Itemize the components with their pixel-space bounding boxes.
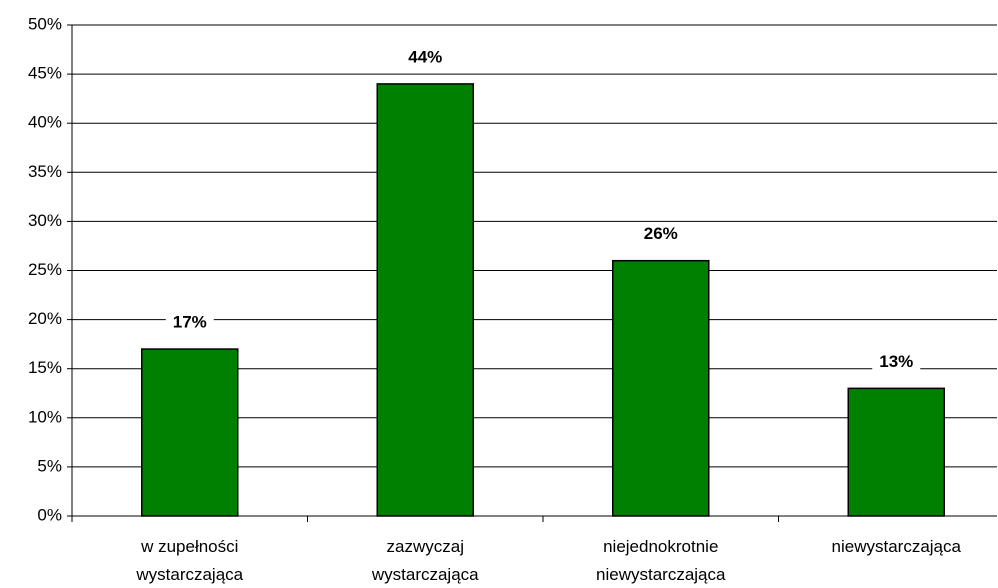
y-tick-label: 0% bbox=[37, 505, 62, 524]
y-tick-label: 10% bbox=[28, 407, 62, 426]
value-label-bg bbox=[401, 46, 450, 69]
y-tick-label: 50% bbox=[28, 14, 62, 33]
y-tick-label: 15% bbox=[28, 358, 62, 377]
y-tick-label: 35% bbox=[28, 162, 62, 181]
value-label: 44% bbox=[408, 47, 442, 66]
x-tick-label: niejednokrotnie niewystarczająca bbox=[596, 537, 726, 584]
y-tick-label: 20% bbox=[28, 309, 62, 328]
bar bbox=[141, 348, 239, 517]
value-label-bg bbox=[872, 351, 921, 374]
value-label: 13% bbox=[879, 352, 913, 371]
x-tick-label: niewystarczająca bbox=[832, 537, 962, 556]
bar bbox=[847, 387, 945, 517]
value-label: 26% bbox=[644, 224, 678, 243]
x-tick-label: w zupełności wystarczająca bbox=[135, 537, 243, 584]
value-label: 17% bbox=[173, 313, 207, 332]
y-tick-label: 30% bbox=[28, 211, 62, 230]
x-tick-label: zazwyczaj wystarczająca bbox=[371, 537, 479, 584]
value-label-bg bbox=[165, 312, 214, 335]
value-label-bg bbox=[636, 223, 685, 246]
y-tick-label: 40% bbox=[28, 113, 62, 132]
bar bbox=[376, 83, 474, 517]
bar bbox=[612, 259, 710, 517]
y-tick-label: 25% bbox=[28, 260, 62, 279]
y-tick-label: 45% bbox=[28, 64, 62, 83]
y-tick-label: 5% bbox=[37, 456, 62, 475]
